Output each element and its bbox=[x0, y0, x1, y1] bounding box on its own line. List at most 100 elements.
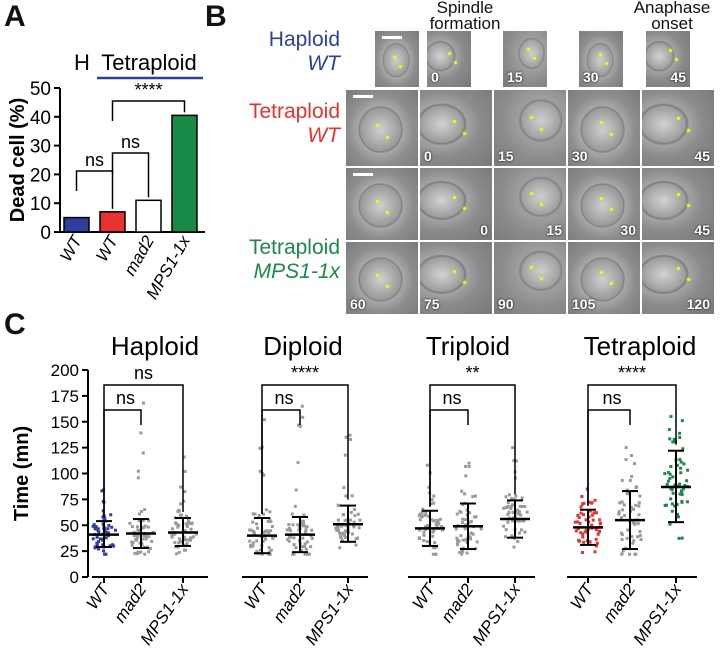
micrograph-cell: 15 bbox=[502, 30, 548, 88]
data-point bbox=[267, 530, 271, 534]
data-point bbox=[249, 543, 253, 547]
data-point bbox=[590, 523, 594, 527]
data-point bbox=[420, 510, 424, 514]
data-point bbox=[678, 458, 682, 462]
data-point bbox=[637, 513, 641, 517]
data-point bbox=[298, 424, 302, 428]
data-point bbox=[637, 504, 641, 508]
y-tick-label-a: 10 bbox=[30, 194, 51, 215]
data-point bbox=[357, 526, 361, 530]
data-point bbox=[338, 531, 342, 535]
data-point bbox=[599, 522, 603, 526]
data-point bbox=[95, 535, 99, 539]
data-point bbox=[511, 446, 515, 450]
sig-bracket-c bbox=[103, 409, 142, 518]
data-point bbox=[136, 550, 140, 554]
data-point bbox=[301, 520, 305, 524]
data-point bbox=[103, 530, 107, 534]
data-point bbox=[441, 528, 445, 532]
bar-3 bbox=[171, 114, 198, 233]
data-point bbox=[502, 524, 506, 528]
data-point bbox=[304, 528, 308, 532]
data-point bbox=[509, 505, 513, 509]
data-point bbox=[669, 497, 673, 501]
data-point bbox=[352, 525, 356, 529]
data-point bbox=[176, 545, 180, 549]
data-point bbox=[175, 552, 179, 556]
data-point bbox=[101, 538, 105, 542]
data-point bbox=[140, 509, 144, 513]
data-point bbox=[184, 548, 188, 552]
sig-label-a: ns bbox=[121, 132, 140, 152]
data-point bbox=[625, 492, 629, 496]
data-point bbox=[101, 509, 105, 513]
spindle-pole-spot bbox=[385, 211, 389, 215]
data-point bbox=[251, 512, 255, 516]
spindle-pole-spot bbox=[453, 270, 457, 274]
data-point bbox=[293, 504, 297, 508]
data-point bbox=[671, 491, 675, 495]
data-point bbox=[97, 530, 101, 534]
data-point bbox=[144, 537, 148, 541]
data-point bbox=[479, 527, 483, 531]
data-point bbox=[580, 551, 584, 555]
data-point bbox=[582, 540, 586, 544]
data-point bbox=[621, 549, 625, 553]
data-point bbox=[678, 492, 682, 496]
data-point bbox=[685, 500, 689, 504]
spindle-pole-spot bbox=[454, 60, 458, 64]
data-point bbox=[150, 539, 154, 543]
data-point bbox=[303, 542, 307, 546]
data-point bbox=[624, 458, 628, 462]
micrograph-cell: 0 bbox=[426, 30, 472, 88]
data-point bbox=[288, 528, 292, 532]
data-point bbox=[625, 488, 629, 492]
data-point bbox=[574, 529, 578, 533]
time-point-label: 0 bbox=[431, 69, 439, 85]
x-cat-label-c: MPS1-1x bbox=[302, 580, 358, 649]
sig-label-c: ns bbox=[134, 363, 153, 383]
spindle-pole-spot bbox=[393, 56, 397, 60]
data-point bbox=[147, 519, 151, 523]
row-label-genotype: WT bbox=[307, 124, 340, 147]
sig-label-c: ns bbox=[442, 388, 461, 408]
data-point bbox=[342, 486, 346, 490]
spindle-pole-spot bbox=[609, 208, 613, 212]
data-point bbox=[504, 495, 508, 499]
data-point bbox=[255, 550, 259, 554]
data-point bbox=[304, 525, 308, 529]
data-point bbox=[340, 538, 344, 542]
data-point bbox=[171, 527, 175, 531]
micrograph-cell: 105 bbox=[567, 241, 641, 315]
data-point bbox=[179, 502, 183, 506]
data-point bbox=[523, 504, 527, 508]
data-point bbox=[427, 485, 431, 489]
data-point bbox=[669, 465, 673, 469]
data-point bbox=[502, 506, 506, 510]
spindle-pole-spot bbox=[677, 117, 681, 121]
spindle-pole-spot bbox=[462, 207, 466, 211]
data-point bbox=[302, 544, 306, 548]
data-point bbox=[358, 518, 362, 522]
data-point bbox=[469, 531, 473, 535]
x-cat-label-c: mad2 bbox=[437, 580, 477, 626]
data-point bbox=[252, 532, 256, 536]
micrograph-cell: 45 bbox=[641, 167, 715, 241]
data-point bbox=[292, 552, 296, 556]
spindle-pole-spot bbox=[453, 196, 457, 200]
data-point bbox=[475, 540, 479, 544]
data-point bbox=[582, 501, 586, 505]
sig-label-a: **** bbox=[134, 80, 162, 100]
time-point-label: 0 bbox=[424, 148, 432, 164]
spindle-pole-spot bbox=[453, 120, 457, 124]
sig-label-c: **** bbox=[291, 363, 319, 383]
data-point bbox=[426, 514, 430, 518]
time-point-label: 15 bbox=[507, 69, 523, 85]
data-point bbox=[519, 513, 523, 517]
data-point bbox=[512, 545, 516, 549]
data-point bbox=[258, 469, 262, 473]
sig-label-a: ns bbox=[85, 150, 104, 170]
time-point-label: 45 bbox=[670, 69, 686, 85]
data-point bbox=[93, 545, 97, 549]
x-cat-label-c: mad2 bbox=[599, 580, 639, 626]
